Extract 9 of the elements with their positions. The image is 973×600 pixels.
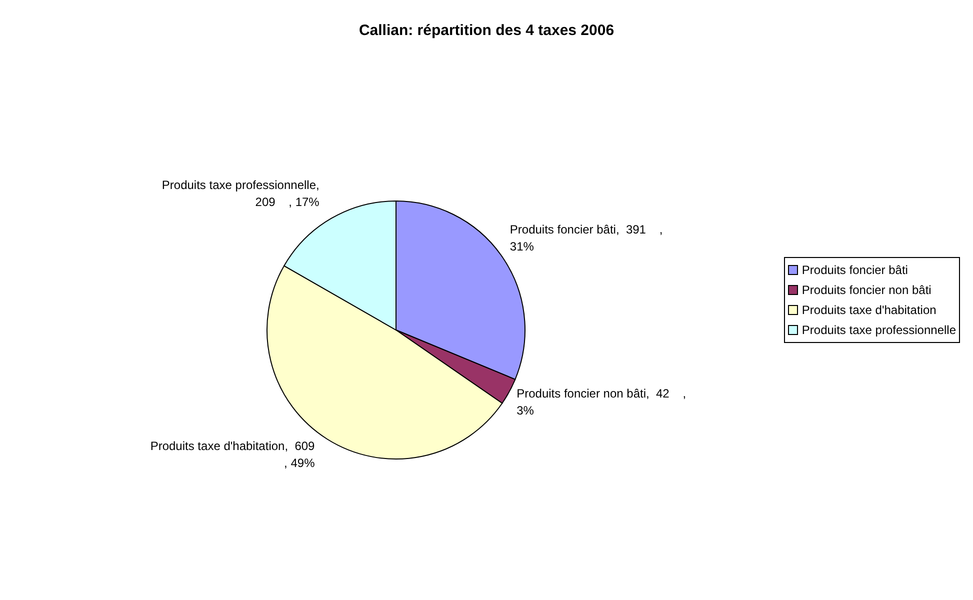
data-label: Produits taxe d'habitation, 609 , 49% <box>150 438 316 470</box>
legend-label: Produits taxe d'habitation <box>802 303 936 317</box>
data-label: Produits foncier bâti, 391 , 31% <box>510 222 663 254</box>
chart-title: Callian: répartition des 4 taxes 2006 <box>358 22 616 39</box>
legend-label: Produits foncier non bâti <box>802 283 932 297</box>
legend-label: Produits foncier bâti <box>802 263 908 277</box>
data-label: Produits foncier non bâti, 42 , 3% <box>516 386 686 418</box>
data-label: Produits taxe professionnelle, 209 , 17% <box>162 178 320 210</box>
legend-label: Produits taxe professionnelle <box>802 323 956 337</box>
